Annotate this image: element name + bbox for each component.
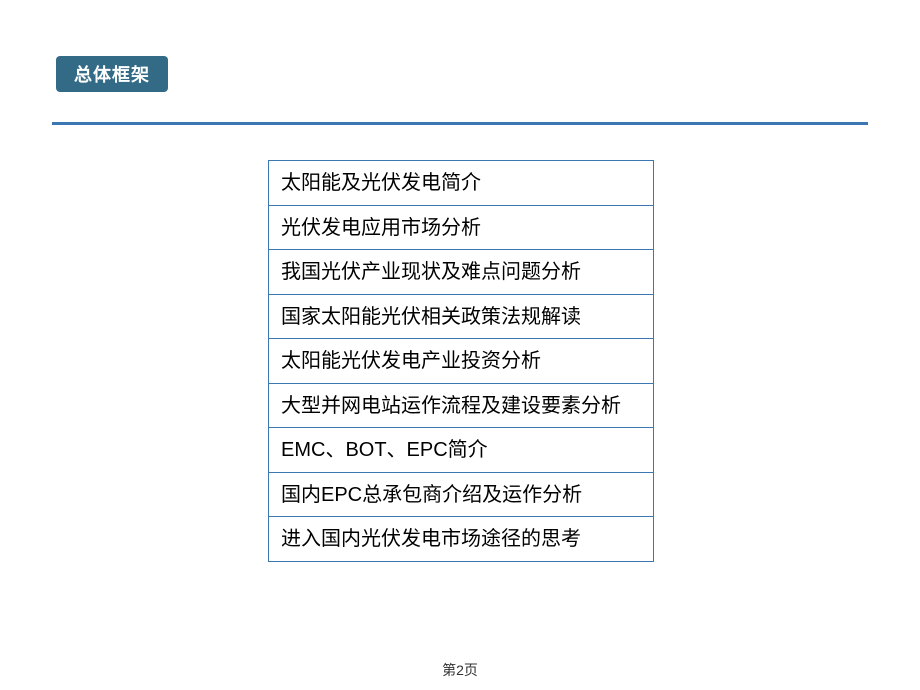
header-tag: 总体框架 xyxy=(56,56,168,92)
toc-item: 国家太阳能光伏相关政策法规解读 xyxy=(268,294,654,340)
toc-container: 太阳能及光伏发电简介 光伏发电应用市场分析 我国光伏产业现状及难点问题分析 国家… xyxy=(268,160,654,561)
page-number: 第2页 xyxy=(0,660,920,680)
toc-item: 太阳能光伏发电产业投资分析 xyxy=(268,338,654,384)
toc-item: 我国光伏产业现状及难点问题分析 xyxy=(268,249,654,295)
horizontal-divider xyxy=(52,122,868,125)
toc-item: 太阳能及光伏发电简介 xyxy=(268,160,654,206)
toc-item: 国内EPC总承包商介绍及运作分析 xyxy=(268,472,654,518)
toc-item: 光伏发电应用市场分析 xyxy=(268,205,654,251)
toc-item: 大型并网电站运作流程及建设要素分析 xyxy=(268,383,654,429)
toc-item: EMC、BOT、EPC简介 xyxy=(268,427,654,473)
toc-item: 进入国内光伏发电市场途径的思考 xyxy=(268,516,654,562)
